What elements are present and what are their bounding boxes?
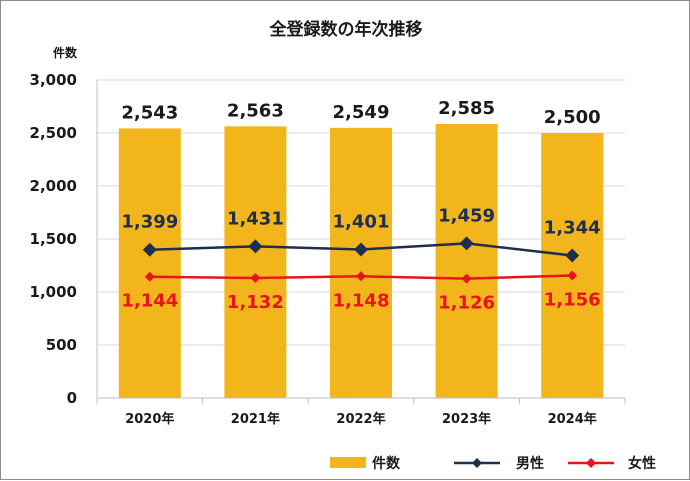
line-marker: [250, 273, 261, 284]
bar: [435, 123, 498, 399]
line-marker: [461, 273, 472, 284]
bar: [330, 127, 392, 398]
male-data-label: 1,399: [121, 212, 178, 233]
chart-title: 全登録数の年次推移: [269, 19, 423, 40]
line-marker: [144, 271, 155, 282]
legend-marker: [472, 458, 482, 468]
bar-data-label: 2,585: [438, 98, 495, 119]
y-axis-unit-label: 件数: [53, 45, 78, 60]
legend-label: 女性: [628, 455, 656, 472]
legend: 件数 男性 女性: [330, 455, 656, 472]
female-data-label: 1,156: [544, 289, 601, 310]
bar: [224, 126, 287, 399]
y-tick-label: 1,000: [30, 283, 77, 301]
line-marker: [565, 248, 580, 263]
legend-swatch-bar: [330, 457, 366, 468]
male-data-label: 1,459: [438, 205, 495, 226]
female-data-label: 1,126: [438, 293, 495, 314]
y-tick-label: 3,000: [30, 71, 77, 89]
line-series: [142, 236, 580, 284]
legend-marker: [586, 458, 596, 468]
female-data-label: 1,144: [121, 291, 178, 312]
female-data-label: 1,132: [227, 292, 284, 313]
data-labels: 2,543 2,563 2,549 2,585 2,500 1,399 1,431 1,401…: [121, 98, 600, 314]
legend-label: 男性: [516, 455, 544, 472]
bar-data-label: 2,549: [333, 102, 390, 123]
axes: [96, 80, 625, 399]
line-marker: [356, 271, 366, 282]
legend-label: 件数: [372, 455, 401, 472]
y-tick-label: 2,000: [30, 177, 77, 195]
bar-data-label: 2,543: [121, 102, 178, 123]
bar-data-label: 2,563: [227, 100, 284, 121]
male-data-label: 1,431: [227, 208, 284, 229]
x-tick-label: 2023年: [442, 411, 491, 427]
y-tick-label: 0: [67, 389, 77, 407]
x-tick-label: 2021年: [231, 411, 280, 427]
bar: [118, 128, 181, 398]
bar: [541, 133, 604, 398]
bar-data-label: 2,500: [544, 107, 601, 128]
x-axis-ticks: 2020年 2021年 2022年 2023年 2024年: [96, 398, 626, 427]
bar-series: [118, 123, 604, 399]
y-tick-label: 2,500: [30, 124, 77, 142]
x-tick-label: 2024年: [548, 411, 597, 427]
line-marker: [248, 239, 263, 254]
x-tick-label: 2020年: [125, 411, 174, 427]
y-tick-label: 1,500: [30, 230, 77, 248]
line-marker: [567, 270, 578, 281]
line-marker: [459, 236, 474, 251]
male-data-label: 1,344: [544, 218, 601, 239]
y-axis-ticks: 0 500 1,000 1,500 2,000 2,500 3,000: [30, 71, 77, 407]
line-marker: [354, 242, 368, 257]
male-data-label: 1,401: [333, 211, 390, 232]
female-data-label: 1,148: [333, 290, 390, 311]
x-tick-label: 2022年: [336, 411, 385, 427]
y-tick-label: 500: [46, 336, 77, 354]
line-marker: [142, 242, 157, 257]
